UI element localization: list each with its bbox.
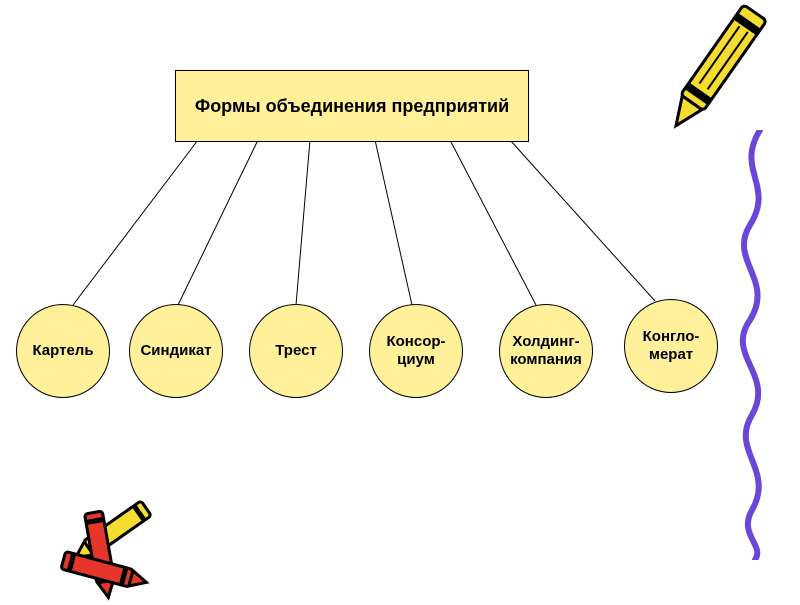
leaf-node-5: Конгло- мерат (624, 299, 718, 393)
leaf-node-3: Консор- циум (369, 304, 463, 398)
leaf-label: Картель (32, 342, 93, 360)
leaf-label: Конгло- мерат (643, 328, 700, 364)
crayons-bottom-left-icon (30, 475, 200, 605)
leaf-label: Консор- циум (386, 333, 445, 369)
leaf-label: Трест (275, 342, 317, 360)
root-node: Формы объединения предприятий (175, 70, 529, 142)
crayon-top-right-icon (655, 0, 785, 170)
leaf-node-1: Синдикат (129, 304, 223, 398)
leaf-node-0: Картель (16, 304, 110, 398)
root-label: Формы объединения предприятий (195, 96, 509, 117)
leaf-node-2: Трест (249, 304, 343, 398)
leaf-label: Синдикат (140, 342, 211, 360)
squiggle-right-icon (720, 130, 790, 560)
leaf-node-4: Холдинг- компания (499, 304, 593, 398)
leaf-label: Холдинг- компания (510, 333, 582, 369)
